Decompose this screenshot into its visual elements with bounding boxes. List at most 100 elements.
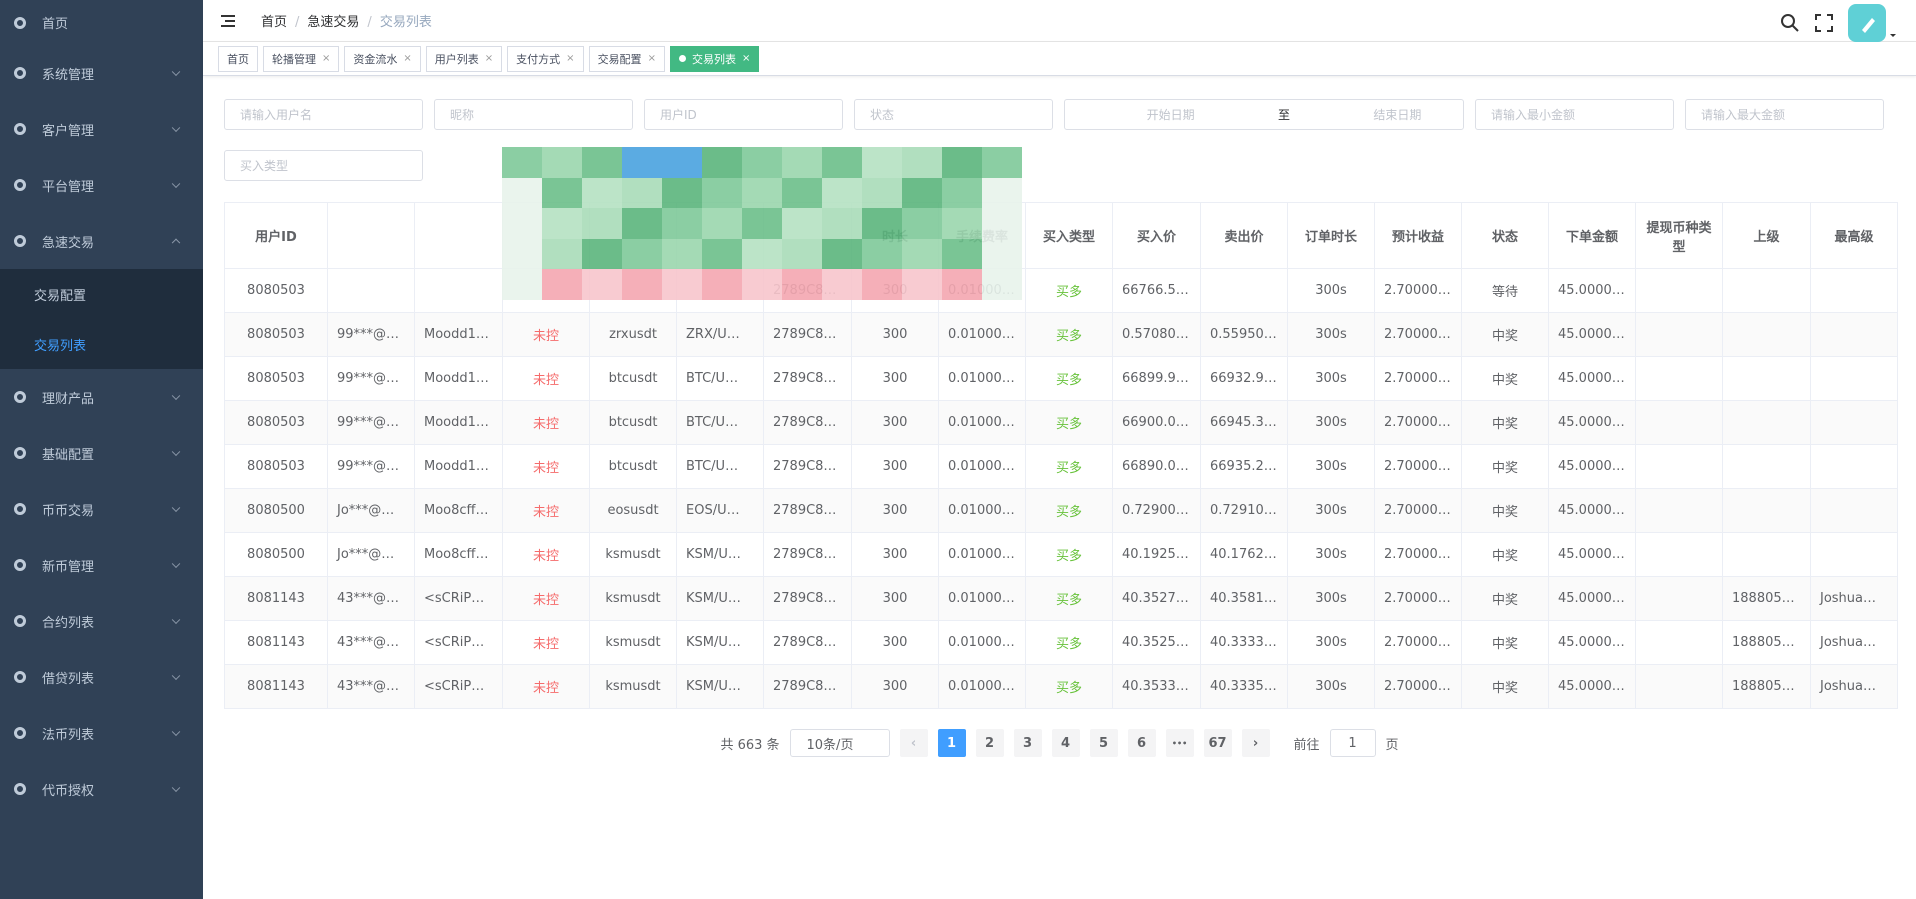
prev[interactable]: ‹ <box>899 729 928 757</box>
page[interactable]: 67 <box>1203 729 1232 757</box>
filter-input[interactable]: 请输入最大金额 <box>1685 99 1884 130</box>
page[interactable]: 1 <box>937 729 966 757</box>
tag[interactable]: 轮播管理 × <box>263 45 340 72</box>
page-size[interactable]: 10条/页 <box>789 729 890 757</box>
table-cell: 99***@… <box>327 444 415 489</box>
date-range[interactable]: 开始日期 至 结束日期 <box>1064 99 1464 130</box>
next[interactable]: › <box>1241 729 1270 757</box>
filter-input[interactable]: 昵称 <box>434 99 633 130</box>
tag-close[interactable]: × <box>566 53 575 64</box>
search-icon[interactable] <box>1780 13 1800 33</box>
table-cell: 45.0000… <box>1548 488 1636 533</box>
submenu-item[interactable]: 交易配置 <box>0 269 203 319</box>
tag-close[interactable]: × <box>484 53 494 64</box>
crumb[interactable]: 首页 <box>261 15 288 30</box>
tag-close[interactable]: × <box>741 53 751 64</box>
page[interactable]: 6 <box>1127 729 1156 757</box>
crumb[interactable]: 急速交易 <box>307 15 360 30</box>
tag[interactable]: 交易配置 × <box>588 45 665 72</box>
menu-label: 平台管理 <box>42 179 95 195</box>
table-cell: 未控 <box>502 664 590 709</box>
menu-item[interactable]: 币币交易 <box>0 481 203 537</box>
menu-item[interactable]: 合约列表 <box>0 593 203 649</box>
menu-item[interactable]: 系统管理 <box>0 45 203 101</box>
filter-input[interactable]: 请输入用户名 <box>224 99 423 130</box>
table-cell: Moo8cff… <box>414 532 503 577</box>
tag-close[interactable]: × <box>403 53 412 64</box>
table-cell: 40.3525… <box>1112 620 1201 665</box>
table-cell: 300 <box>851 488 939 533</box>
table-cell: 66945.3… <box>1200 400 1288 445</box>
more[interactable]: ••• <box>1165 729 1194 757</box>
page[interactable]: 3 <box>1013 729 1042 757</box>
mosaic-cell <box>822 208 862 239</box>
menu-item[interactable]: 急速交易 <box>0 213 203 269</box>
filter-input[interactable]: 请输入最小金额 <box>1475 99 1674 130</box>
table-cell: 8080503 <box>224 268 328 313</box>
table-cell: 40.1925… <box>1112 532 1201 577</box>
table-cell: 300 <box>851 400 939 445</box>
menu-item[interactable]: 客户管理 <box>0 101 203 157</box>
mosaic-cell <box>862 208 902 239</box>
table-row: 8080503 99***@… Moodd1… 未控 btcusdt BTC/U… 2789… <box>224 444 1898 489</box>
table-cell: 8080500 <box>224 488 328 533</box>
table-cell: 8081143 <box>224 664 328 709</box>
filter-input[interactable]: 买入类型 <box>224 150 423 181</box>
table-cell: 300s <box>1287 400 1375 445</box>
menu-item[interactable]: 理财产品 <box>0 369 203 425</box>
mosaic-cell <box>862 238 902 270</box>
avatar[interactable] <box>1848 4 1896 42</box>
table-cell: 0.01000… <box>938 488 1026 533</box>
page[interactable]: 4 <box>1051 729 1080 757</box>
filter-input[interactable]: 用户ID <box>644 99 843 130</box>
submenu-item[interactable]: 交易列表 <box>0 319 203 369</box>
menu-item[interactable]: 代币授权 <box>0 761 203 817</box>
tag[interactable]: 支付方式 × <box>507 45 584 72</box>
filter-input[interactable]: 状态 <box>854 99 1053 130</box>
breadcrumb: 首页 / 急速交易 / 交易列表 <box>261 11 432 30</box>
table-cell: 99***@… <box>327 312 415 357</box>
table-cell: 2.70000… <box>1374 532 1462 577</box>
tag[interactable]: 用户列表 × <box>425 45 503 72</box>
menu-item[interactable]: 基础配置 <box>0 425 203 481</box>
table-cell <box>1635 488 1723 533</box>
table-cell: BTC/U… <box>676 444 764 489</box>
sidebar: 首页 系统管理 客户管理平台管理急速交易 交易配置 交易列表 理财产品 基础配置 币币交易 新币… <box>0 0 203 899</box>
data-table: 用户ID时长手续费率买入类型买入价卖出价订单时长预计收益状态下单金额提现币种类型… <box>224 202 1898 709</box>
table-cell: 66900.0… <box>1112 400 1201 445</box>
mosaic-cell <box>702 269 742 300</box>
table-cell: 8080503 <box>224 400 328 445</box>
table-cell: 300 <box>851 620 939 665</box>
fullscreen-icon[interactable] <box>1814 13 1834 33</box>
menu-item[interactable]: 平台管理 <box>0 157 203 213</box>
tag-close[interactable]: × <box>647 53 656 64</box>
tag[interactable]: 资金流水 × <box>344 45 421 72</box>
tag[interactable]: 交易列表 × <box>669 45 760 72</box>
table-cell: btcusdt <box>589 444 677 489</box>
tag-close[interactable]: × <box>322 53 331 64</box>
header-cell: 状态 <box>1461 202 1549 269</box>
mosaic-cell <box>582 269 622 300</box>
mosaic-cell <box>862 269 902 300</box>
goto-input[interactable]: 1 <box>1329 729 1376 757</box>
mosaic-cell <box>662 177 702 209</box>
page[interactable]: 2 <box>975 729 1004 757</box>
page[interactable]: 5 <box>1089 729 1118 757</box>
menu-item[interactable]: 首页 <box>0 0 203 45</box>
table-cell <box>1722 268 1811 313</box>
mosaic-cell <box>902 269 942 300</box>
table-cell: 300 <box>851 532 939 577</box>
table-cell <box>1722 444 1811 489</box>
mosaic-cell <box>942 238 982 270</box>
menu-item[interactable]: 法币列表 <box>0 705 203 761</box>
tag[interactable]: 首页 <box>218 45 258 72</box>
table-cell: 0.01000… <box>938 620 1026 665</box>
mosaic-cell <box>942 208 982 239</box>
menu-item[interactable]: 新币管理 <box>0 537 203 593</box>
table-row: 8081143 43***@… <sCRiP… 未控 ksmusdt KSM/U… 2789… <box>224 664 1898 709</box>
table-cell: Moodd1… <box>414 312 503 357</box>
table-cell: btcusdt <box>589 400 677 445</box>
mosaic-cell <box>822 238 862 270</box>
hamburger[interactable] <box>221 14 237 28</box>
menu-item[interactable]: 借贷列表 <box>0 649 203 705</box>
